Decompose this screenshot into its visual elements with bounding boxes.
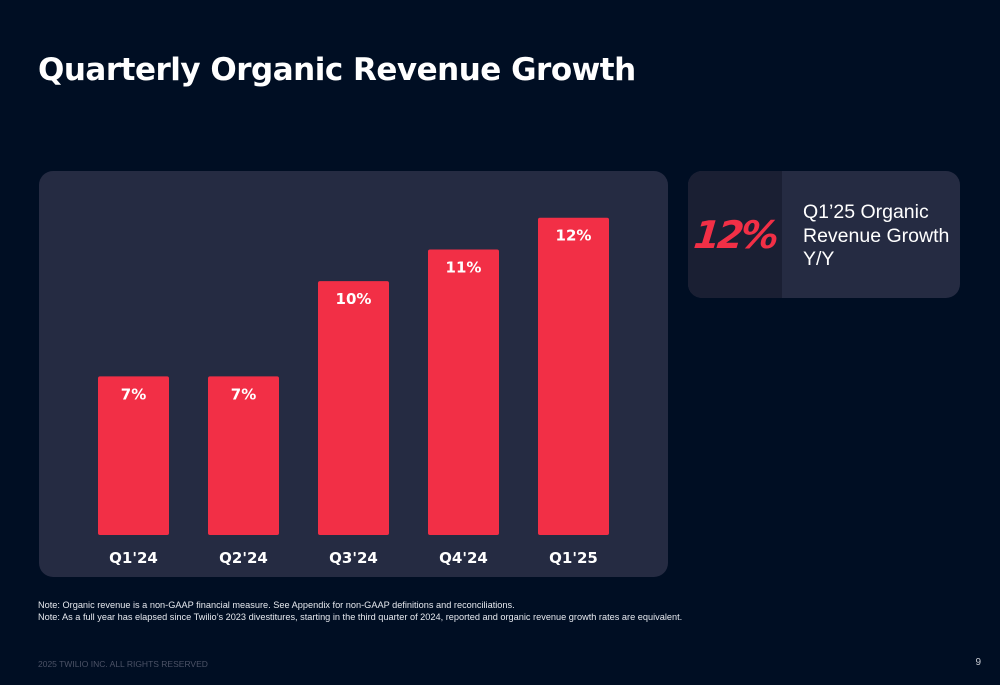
x-tick-label: Q1'25 bbox=[549, 549, 598, 567]
x-tick-label: Q4'24 bbox=[439, 549, 488, 567]
x-tick-label: Q2'24 bbox=[219, 549, 268, 567]
kpi-label: Q1’25 Organic Revenue Growth Y/Y bbox=[803, 201, 950, 270]
chart-panel: 7% Q1'24 7% Q2'24 10% Q3'24 11% Q4'24 12% Q1'25 bbox=[39, 171, 668, 577]
kpi-value: 12% bbox=[691, 212, 779, 257]
x-tick-label: Q3'24 bbox=[329, 549, 378, 567]
chart-bar bbox=[208, 376, 279, 535]
kpi-value-box: 12% bbox=[688, 171, 782, 298]
bar-chart: 7% Q1'24 7% Q2'24 10% Q3'24 11% Q4'24 12% Q1'25 bbox=[98, 217, 609, 567]
footnote: Note: Organic revenue is a non-GAAP fina… bbox=[38, 600, 515, 610]
chart-bar bbox=[98, 376, 169, 535]
bar-data-label: 7% bbox=[231, 385, 256, 403]
page-title: Quarterly Organic Revenue Growth bbox=[38, 52, 636, 88]
bar-data-label: 12% bbox=[556, 227, 592, 245]
kpi-card: 12% Q1’25 Organic Revenue Growth Y/Y bbox=[688, 171, 960, 298]
copyright-footer: 2025 TWILIO INC. ALL RIGHTS RESERVED bbox=[38, 659, 208, 669]
bar-data-label: 10% bbox=[336, 290, 372, 308]
footnote: Note: As a full year has elapsed since T… bbox=[38, 611, 683, 622]
chart-bar bbox=[428, 249, 499, 536]
footnotes: Note: Organic revenue is a non-GAAP fina… bbox=[38, 600, 682, 623]
x-tick-label: Q1'24 bbox=[109, 549, 158, 567]
page-number: 9 bbox=[975, 657, 981, 668]
bar-data-label: 11% bbox=[446, 258, 482, 276]
bar-data-label: 7% bbox=[121, 385, 146, 403]
chart-bar bbox=[318, 281, 389, 535]
chart-bar bbox=[538, 217, 609, 535]
